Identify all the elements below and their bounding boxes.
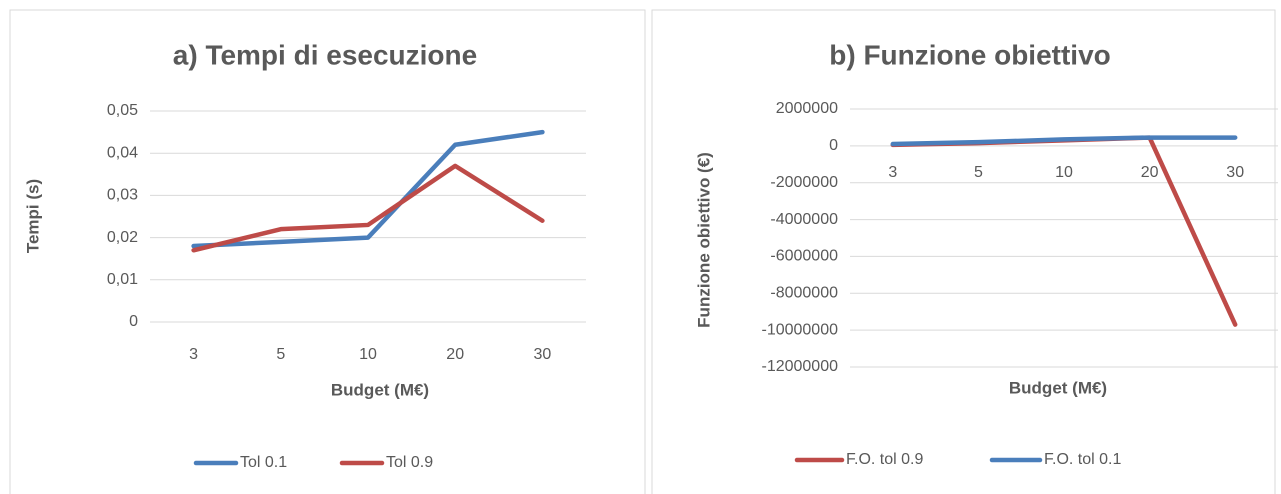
y-axis-title: Tempi (s) (23, 179, 42, 253)
y-tick-label: 0,04 (107, 144, 138, 161)
panel-border (651, 9, 1276, 494)
y-tick-label: 0 (829, 137, 838, 154)
y-tick-label: -6000000 (770, 248, 838, 265)
legend-label: Tol 0.1 (240, 454, 287, 471)
y-axis-title: Funzione obiettivo (€) (694, 152, 713, 328)
series-line (191, 129, 545, 249)
y-tick-label: 2000000 (776, 100, 838, 117)
y-tick-label: 0,01 (107, 271, 138, 288)
y-tick-label: 0,02 (107, 229, 138, 246)
x-tick-label: 30 (534, 346, 552, 363)
x-axis-title: Budget (M€) (1009, 378, 1107, 397)
y-tick-label: -4000000 (770, 211, 838, 228)
x-tick-label: 20 (446, 346, 464, 363)
legend-label: Tol 0.9 (386, 454, 433, 471)
x-tick-label: 10 (1055, 164, 1073, 181)
y-tick-label: 0,03 (107, 187, 138, 204)
x-tick-label: 10 (359, 346, 377, 363)
y-tick-label: -12000000 (761, 358, 838, 375)
x-tick-label: 5 (974, 164, 983, 181)
x-tick-label: 20 (1141, 164, 1159, 181)
x-tick-label: 3 (189, 346, 198, 363)
panel-border (9, 9, 646, 494)
x-tick-label: 30 (1226, 164, 1244, 181)
chart-title: b) Funzione obiettivo (829, 39, 1111, 70)
legend-label: F.O. tol 0.9 (846, 451, 923, 468)
chart-title: a) Tempi di esecuzione (173, 39, 477, 70)
x-tick-label: 3 (888, 164, 897, 181)
y-tick-label: -2000000 (770, 174, 838, 191)
x-tick-label: 5 (276, 346, 285, 363)
y-tick-label: -10000000 (761, 321, 838, 338)
y-tick-label: 0,05 (107, 102, 138, 119)
legend-label: F.O. tol 0.1 (1044, 451, 1121, 468)
y-tick-label: -8000000 (770, 285, 838, 302)
series-line (890, 135, 1238, 147)
y-tick-label: 0 (129, 313, 138, 330)
x-axis-title: Budget (M€) (331, 380, 429, 399)
series-line (191, 163, 545, 253)
